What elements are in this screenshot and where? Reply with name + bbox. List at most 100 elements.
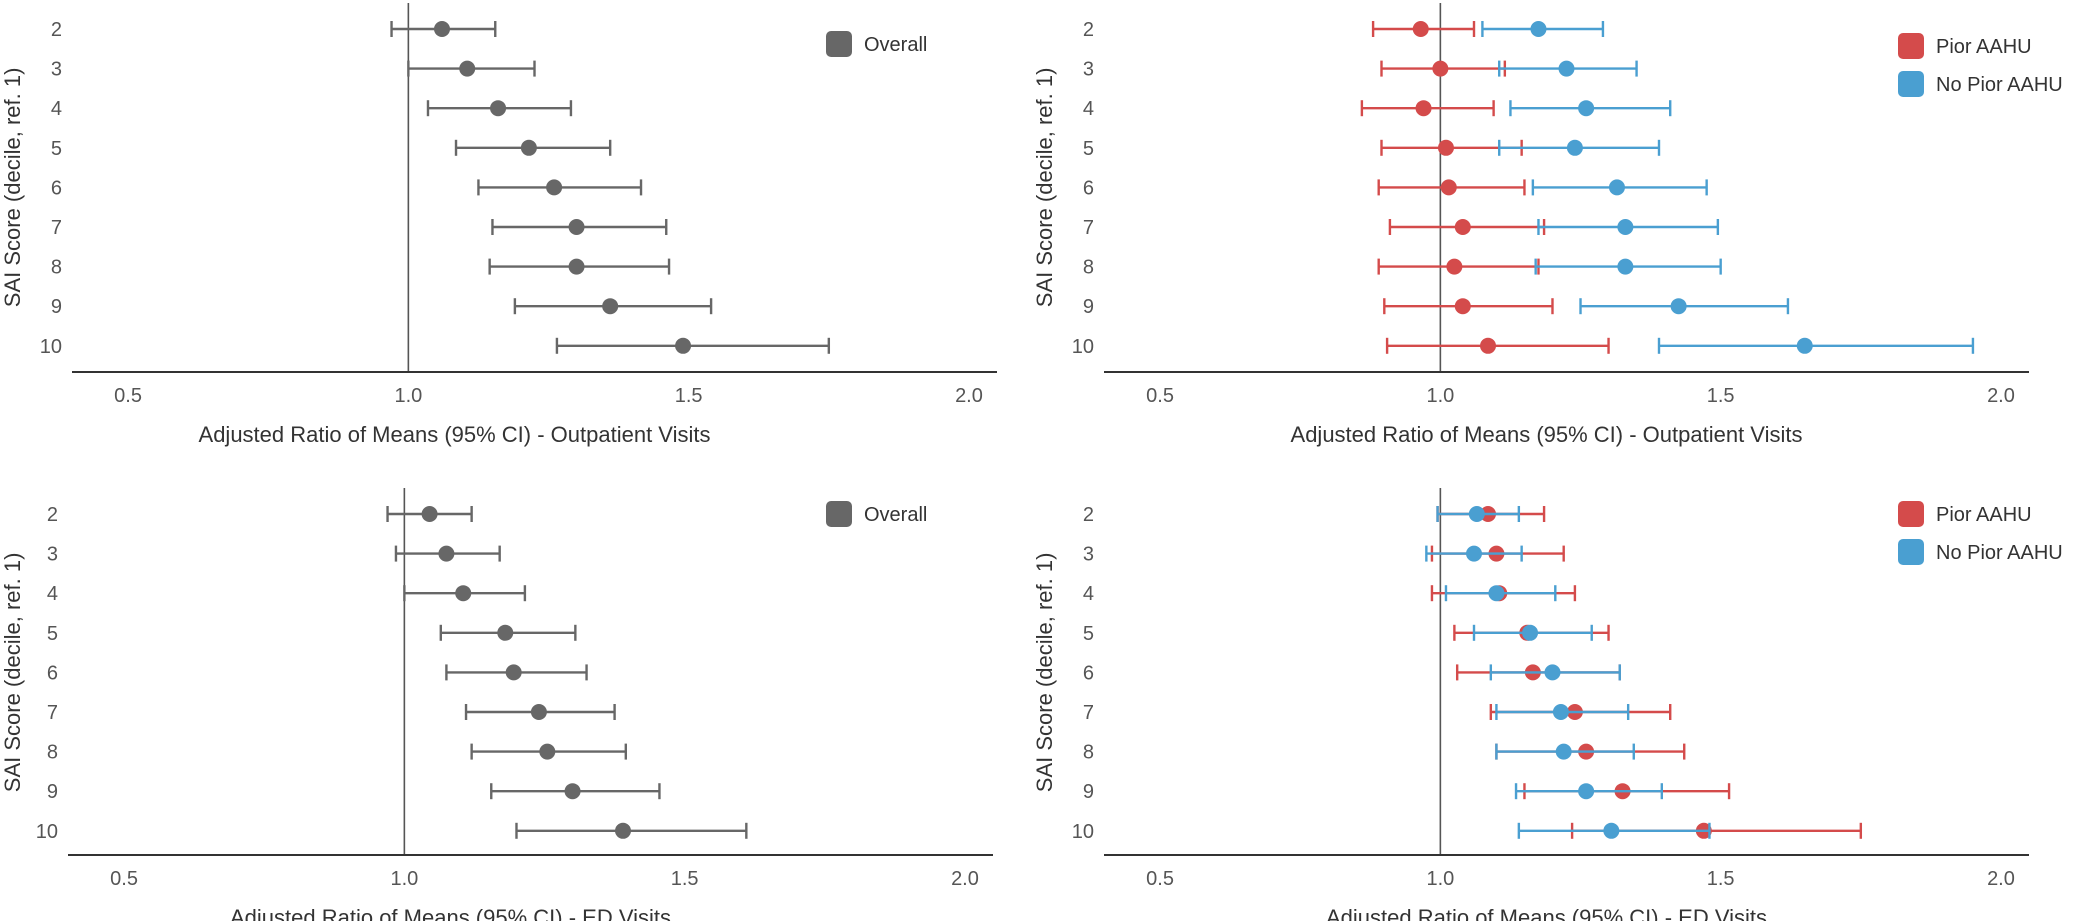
x-tick-label: 1.5 — [675, 385, 703, 407]
x-tick-label: 2.0 — [1987, 385, 2015, 407]
data-point — [1578, 783, 1595, 800]
data-point — [1432, 60, 1449, 77]
y-axis-title: SAI Score (decile, ref. 1) — [0, 68, 25, 308]
data-point — [1796, 337, 1813, 354]
x-tick-label: 0.5 — [114, 385, 142, 407]
chart-panel-3: 0.5 1.0 1.5 2.0 Adjusted Ratio of Means (95%… — [0, 488, 993, 921]
data-point — [1454, 298, 1471, 315]
y-tick-label: 10 — [1072, 821, 1094, 843]
series-1 — [390, 21, 831, 354]
chart-panel-4: 0.5 1.0 1.5 2.0 Adjusted Ratio of Means (95%… — [1032, 488, 2063, 921]
data-point — [1480, 337, 1497, 354]
chart-panel-2: 0.5 1.0 1.5 2.0 Adjusted Ratio of Means (95%… — [1032, 3, 2063, 447]
x-tick-label: 2.0 — [955, 385, 983, 407]
data-point — [520, 139, 537, 156]
y-tick-label: 6 — [1083, 177, 1094, 199]
x-tick-label: 0.5 — [1146, 385, 1174, 407]
data-point — [1415, 100, 1432, 117]
data-point — [1566, 139, 1583, 156]
y-tick-label: 5 — [1083, 138, 1094, 160]
y-tick-label: 4 — [51, 98, 62, 120]
data-point — [438, 545, 455, 562]
data-point — [1555, 743, 1572, 760]
data-point — [1617, 219, 1634, 235]
y-tick-label: 7 — [1083, 217, 1094, 239]
series-2 — [1481, 21, 1975, 354]
data-point — [1468, 506, 1485, 522]
y-axis-title: SAI Score (decile, ref. 1) — [1032, 68, 1057, 308]
x-tick-label: 1.0 — [394, 385, 422, 407]
y-tick-label: 7 — [47, 702, 58, 724]
y-tick-label: 5 — [1083, 623, 1094, 645]
legend-swatch — [1898, 501, 1924, 527]
data-point — [1488, 585, 1505, 602]
legend-label: Pior AAHU — [1936, 504, 2032, 526]
data-point — [615, 822, 631, 839]
y-tick-label: 2 — [51, 19, 62, 41]
y-tick-label: 5 — [51, 138, 62, 160]
y-tick-label: 3 — [47, 544, 58, 566]
y-tick-label: 3 — [1083, 544, 1094, 566]
y-tick-label: 8 — [51, 257, 62, 279]
x-axis-title: Adjusted Ratio of Means (95% CI) - ED Vi… — [1326, 905, 1767, 921]
legend-swatch — [826, 501, 852, 527]
y-tick-label: 4 — [47, 583, 58, 605]
y-tick-label: 8 — [1083, 257, 1094, 279]
x-tick-label: 0.5 — [110, 868, 138, 890]
x-tick-label: 1.5 — [1707, 868, 1735, 890]
legend-swatch — [1898, 71, 1924, 97]
y-axis-title: SAI Score (decile, ref. 1) — [0, 553, 25, 793]
x-axis-title: Adjusted Ratio of Means (95% CI) - Outpa… — [199, 422, 711, 447]
data-point — [675, 337, 692, 354]
data-point — [1454, 219, 1471, 235]
legend-label: Overall — [864, 504, 927, 526]
y-tick-label: 10 — [36, 821, 58, 843]
data-point — [539, 743, 556, 760]
data-point — [568, 258, 585, 275]
x-tick-label: 1.0 — [1426, 385, 1454, 407]
data-point — [1552, 704, 1569, 720]
data-point — [490, 100, 507, 117]
data-point — [505, 664, 522, 681]
x-axis-title: Adjusted Ratio of Means (95% CI) - ED Vi… — [230, 905, 671, 921]
y-tick-label: 9 — [51, 296, 62, 318]
y-tick-label: 3 — [1083, 59, 1094, 81]
data-point — [1617, 258, 1634, 275]
data-point — [1603, 822, 1620, 839]
data-point — [602, 298, 619, 315]
x-axis-title: Adjusted Ratio of Means (95% CI) - Outpa… — [1291, 422, 1803, 447]
data-point — [1522, 624, 1539, 641]
x-tick-label: 2.0 — [1987, 868, 2015, 890]
data-point — [497, 624, 514, 641]
y-tick-label: 2 — [1083, 19, 1094, 41]
y-tick-label: 6 — [1083, 662, 1094, 684]
x-tick-label: 1.5 — [1707, 385, 1735, 407]
legend-label: No Pior AAHU — [1936, 74, 2063, 96]
x-tick-label: 1.0 — [390, 868, 418, 890]
x-tick-label: 2.0 — [951, 868, 979, 890]
data-point — [1412, 21, 1429, 37]
data-point — [1446, 258, 1463, 275]
data-point — [434, 21, 450, 37]
y-tick-label: 4 — [1083, 98, 1094, 120]
legend-swatch — [826, 31, 852, 57]
data-point — [459, 60, 476, 77]
data-point — [1544, 664, 1561, 681]
y-tick-label: 10 — [40, 336, 62, 358]
y-tick-label: 9 — [1083, 296, 1094, 318]
y-tick-label: 2 — [1083, 504, 1094, 526]
data-point — [421, 506, 438, 522]
legend-swatch — [1898, 33, 1924, 59]
x-tick-label: 0.5 — [1146, 868, 1174, 890]
y-tick-label: 7 — [1083, 702, 1094, 724]
data-point — [1466, 545, 1482, 562]
legend-label: No Pior AAHU — [1936, 542, 2063, 564]
series-1 — [386, 506, 748, 839]
y-tick-label: 9 — [47, 781, 58, 803]
y-axis-title: SAI Score (decile, ref. 1) — [1032, 553, 1057, 793]
legend-label: Overall — [864, 34, 927, 56]
data-point — [530, 704, 547, 720]
legend-swatch — [1898, 539, 1924, 565]
y-tick-label: 6 — [47, 662, 58, 684]
